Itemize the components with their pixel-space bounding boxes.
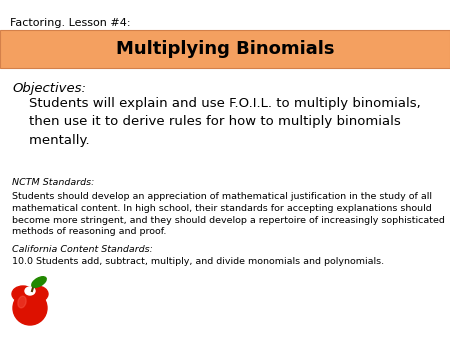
- Text: 10.0 Students add, subtract, multiply, and divide monomials and polynomials.: 10.0 Students add, subtract, multiply, a…: [12, 257, 384, 266]
- Ellipse shape: [25, 287, 35, 295]
- Text: Objectives:: Objectives:: [12, 82, 86, 95]
- Text: Students will explain and use F.O.I.L. to multiply binomials,
    then use it to: Students will explain and use F.O.I.L. t…: [12, 97, 421, 147]
- Ellipse shape: [26, 286, 48, 302]
- Ellipse shape: [12, 286, 34, 302]
- Text: California Content Standards:: California Content Standards:: [12, 245, 153, 254]
- Text: NCTM Standards:: NCTM Standards:: [12, 178, 94, 187]
- Ellipse shape: [18, 296, 26, 308]
- Ellipse shape: [32, 277, 46, 287]
- Text: Students should develop an appreciation of mathematical justification in the stu: Students should develop an appreciation …: [12, 192, 445, 236]
- Text: Factoring. Lesson #4:: Factoring. Lesson #4:: [10, 18, 130, 28]
- Ellipse shape: [13, 291, 47, 325]
- Text: Multiplying Binomials: Multiplying Binomials: [116, 40, 334, 58]
